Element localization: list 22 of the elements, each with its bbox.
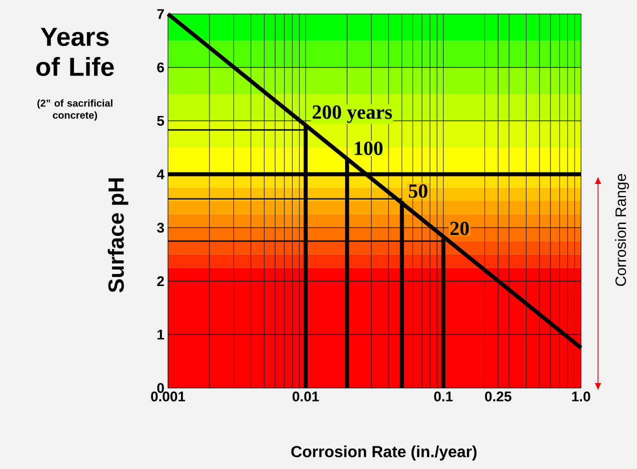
x-axis-title: Corrosion Rate (in./year) xyxy=(291,446,477,460)
x-tick-label: 0.25 xyxy=(485,392,512,402)
y-tick-label: 1 xyxy=(158,330,164,340)
x-tick-label: 0.001 xyxy=(151,392,186,402)
annotation: 200 years xyxy=(312,105,392,123)
y-tick-label: 2 xyxy=(157,276,164,286)
x-tick-label: 0.1 xyxy=(434,392,453,402)
annotation: 20 xyxy=(450,222,469,236)
text: Years of Life xyxy=(36,28,114,76)
x-tick-label: 0.01 xyxy=(292,392,319,402)
y-axis-title: Surface pH xyxy=(108,178,128,292)
y-tick-label: 0 xyxy=(157,383,164,393)
y-tick-label: 7 xyxy=(157,9,164,19)
annotation: 100 xyxy=(354,142,383,156)
x-tick-label: 1.0 xyxy=(572,392,590,402)
text: Corrosion Range xyxy=(615,174,629,286)
text: (2” of sacrificial concrete) xyxy=(37,99,112,121)
y-tick-label: 5 xyxy=(157,116,164,126)
y-tick-label: 6 xyxy=(157,62,164,72)
y-tick-label: 4 xyxy=(156,169,164,180)
annotation: 50 xyxy=(408,184,428,198)
y-tick-label: 3 xyxy=(157,222,164,233)
